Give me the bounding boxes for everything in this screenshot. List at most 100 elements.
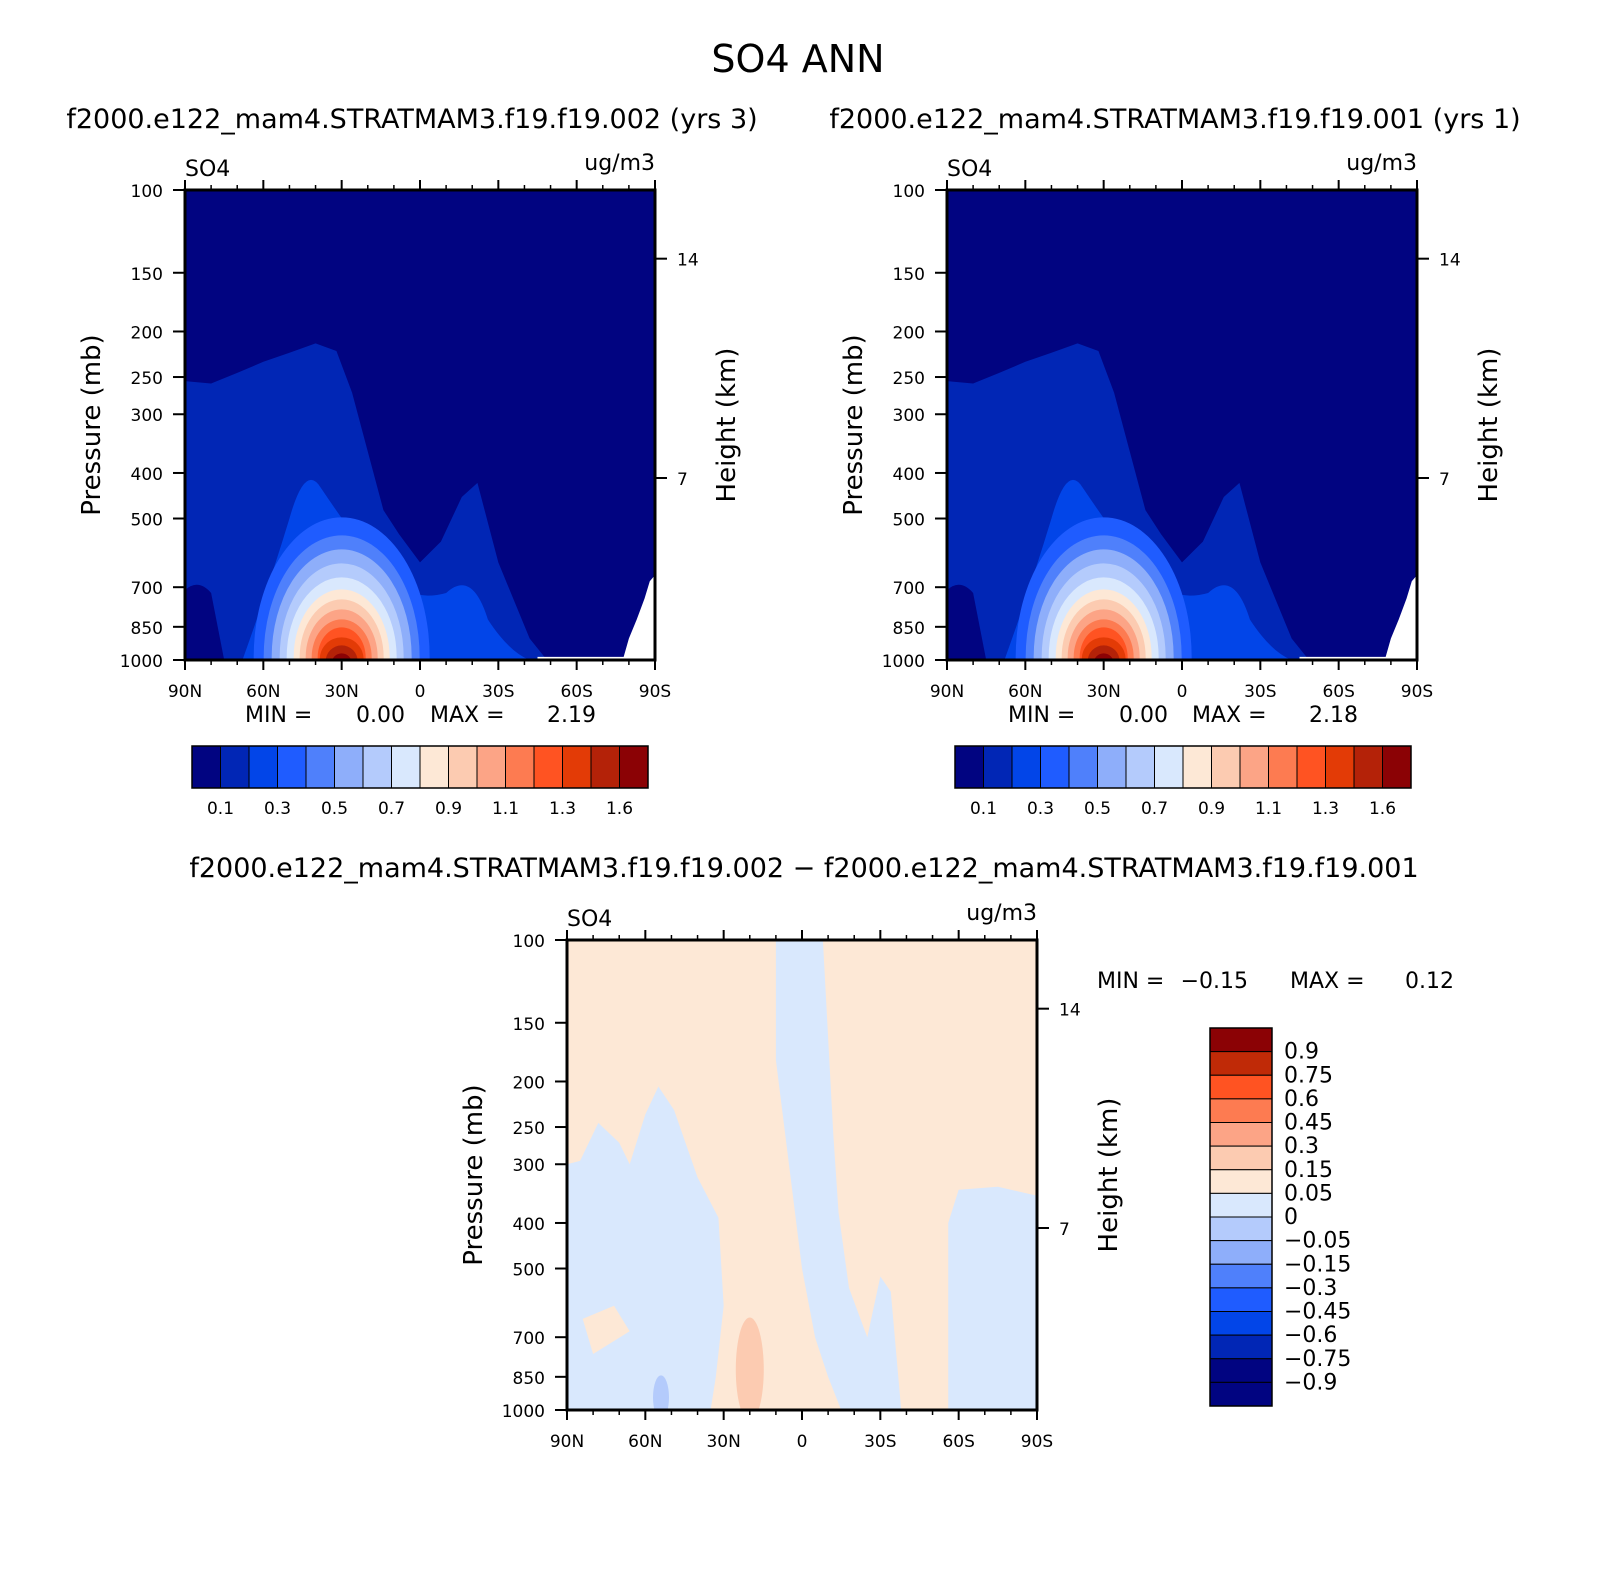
colorbar-label: 0.1 [970, 799, 997, 819]
colorbar-swatch [1209, 1145, 1273, 1171]
missing-data-region [537, 575, 655, 660]
colorbar-label: 0.15 [1284, 1158, 1333, 1183]
contour-polar-patch [947, 584, 987, 660]
y-tick-label: 700 [131, 579, 163, 599]
y-tick-label: 500 [893, 511, 925, 531]
diff-negative-region-eq [775, 940, 902, 1410]
y-tick-label: 1000 [120, 652, 163, 672]
colorbar-swatch [334, 745, 364, 789]
colorbar-swatch [1353, 745, 1383, 789]
diff-positive-patch [582, 1305, 630, 1354]
y-tick-label: 250 [893, 369, 925, 389]
y-tick-label: 150 [513, 1015, 545, 1035]
y-tick-label: 100 [131, 182, 163, 202]
colorbar-label: 0.1 [207, 799, 234, 819]
x-tick-label: 0 [797, 1432, 808, 1452]
contour-level-14 [1087, 645, 1120, 660]
colorbar-label: −0.05 [1284, 1229, 1351, 1254]
colorbar-label: 0.9 [1284, 1040, 1319, 1065]
colorbar-swatch [1268, 745, 1298, 789]
y2-axis-title: Height (km) [1094, 1098, 1124, 1253]
colorbar-swatch [1097, 745, 1127, 789]
panel-title: f2000.e122_mam4.STRATMAM3.f19.f19.002 − … [189, 853, 1418, 884]
x-tick-label: 0 [415, 682, 426, 702]
y-tick-label: 150 [893, 265, 925, 285]
x-tick-label: 30N [706, 1432, 740, 1452]
y-tick-label: 400 [131, 465, 163, 485]
y-tick-label: 100 [513, 932, 545, 952]
colorbar-swatch [590, 745, 620, 789]
panel-model-002: f2000.e122_mam4.STRATMAM3.f19.f19.002 (y… [66, 104, 757, 819]
x-tick-label: 60S [560, 682, 592, 702]
y-axis-title: Pressure (mb) [839, 334, 869, 515]
contour-field [947, 190, 1417, 660]
y2-tick-label: 7 [1059, 1220, 1070, 1240]
colorbar-swatch [619, 745, 649, 789]
units-label: ug/m3 [584, 151, 655, 176]
colorbar-label: 1.3 [549, 799, 576, 819]
colorbar-swatch [1209, 1287, 1273, 1312]
max-label: MAX = [430, 703, 505, 728]
y-tick-label: 1000 [882, 652, 925, 672]
y-tick-label: 850 [513, 1369, 545, 1389]
colorbar-label: 0.6 [1284, 1087, 1319, 1112]
x-tick-label: 0 [1177, 682, 1188, 702]
y2-tick-label: 14 [1059, 1001, 1081, 1021]
y2-tick-label: 7 [677, 470, 688, 490]
missing-data-region [1299, 575, 1417, 660]
colorbar-swatch [1209, 1074, 1273, 1100]
colorbar-label: −0.15 [1284, 1252, 1351, 1277]
colorbar-swatch [1296, 745, 1326, 789]
colorbar-swatch [448, 745, 478, 789]
x-tick-label: 90S [639, 682, 671, 702]
colorbar-swatch [1209, 1240, 1273, 1265]
colorbar-label: 0.9 [435, 799, 462, 819]
y-tick-label: 150 [131, 265, 163, 285]
colorbar-swatch [1209, 1192, 1273, 1218]
colorbar-swatch [362, 745, 392, 789]
y-tick-label: 200 [893, 323, 925, 343]
colorbar-label: 0.45 [1284, 1111, 1333, 1136]
colorbar-swatch [562, 745, 592, 789]
y-tick-label: 250 [131, 369, 163, 389]
y-axis-title: Pressure (mb) [77, 334, 107, 515]
colorbar-swatch [476, 745, 506, 789]
x-tick-label: 90N [930, 682, 964, 702]
colorbar-label: 0.3 [1284, 1134, 1319, 1159]
x-tick-label: 90N [550, 1432, 584, 1452]
contour-field [567, 940, 1037, 1410]
colorbar-swatch [391, 745, 421, 789]
colorbar-label: 1.1 [492, 799, 519, 819]
x-tick-label: 60S [1322, 682, 1354, 702]
y2-axis-title: Height (km) [1474, 348, 1504, 503]
colorbar-swatch [419, 745, 449, 789]
colorbar-swatch [505, 745, 535, 789]
units-label: ug/m3 [966, 901, 1037, 926]
x-tick-label: 30S [482, 682, 514, 702]
min-label: MIN = [1008, 703, 1075, 728]
y2-tick-label: 7 [1439, 470, 1450, 490]
colorbar-swatch [1209, 1098, 1273, 1123]
contour-level-14 [325, 645, 358, 660]
contour-polar-patch [185, 584, 225, 660]
colorbar-label: 0.3 [1027, 799, 1054, 819]
panel-difference: f2000.e122_mam4.STRATMAM3.f19.f19.002 − … [189, 853, 1454, 1452]
min-label: MIN = [1097, 969, 1164, 994]
x-tick-label: 90S [1021, 1432, 1053, 1452]
panel-model-001: f2000.e122_mam4.STRATMAM3.f19.f19.001 (y… [829, 104, 1520, 819]
y-axis-title: Pressure (mb) [459, 1084, 489, 1265]
colorbar-label: 0.7 [378, 799, 405, 819]
y-tick-label: 700 [513, 1329, 545, 1349]
y-tick-label: 1000 [502, 1402, 545, 1422]
colorbar-swatch [1068, 745, 1098, 789]
colorbar-swatch [1011, 745, 1041, 789]
colorbar-swatch [1325, 745, 1355, 789]
colorbar-label: −0.6 [1284, 1323, 1337, 1348]
x-tick-label: 90N [168, 682, 202, 702]
contour-level-15 [332, 653, 352, 660]
colorbar-swatch [1209, 1216, 1273, 1242]
colorbar-frame [191, 745, 649, 789]
units-label: ug/m3 [1346, 151, 1417, 176]
colorbar-label: 0.5 [1084, 799, 1111, 819]
colorbar-swatch [1382, 745, 1412, 789]
